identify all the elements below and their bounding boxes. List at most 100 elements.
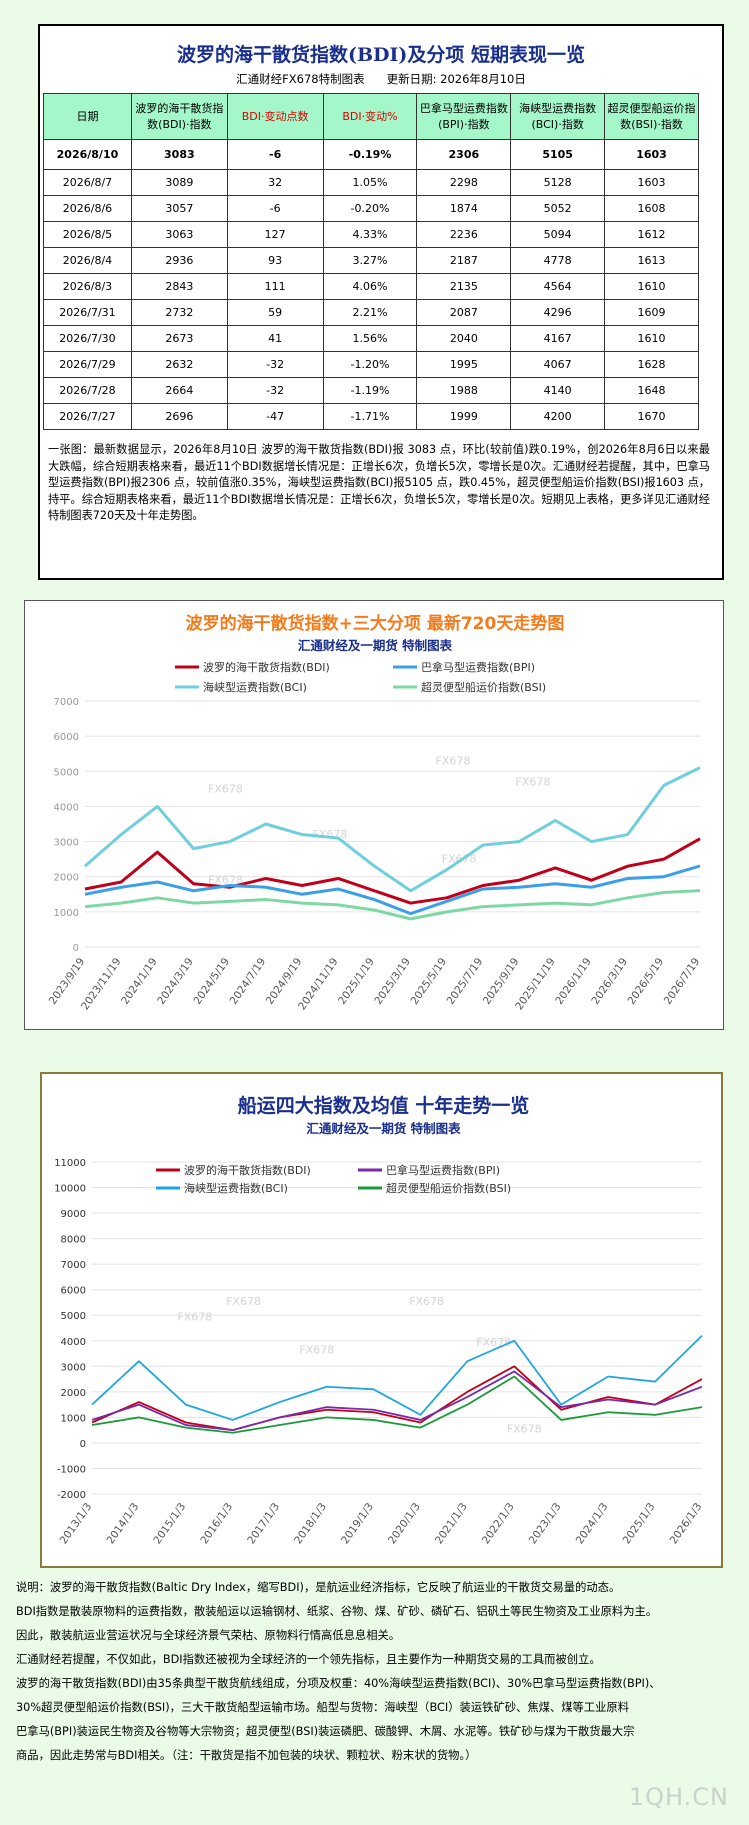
table-row: 2026/7/29 2632 -32 -1.20% 1995 4067 1628 [43, 351, 699, 378]
table-cell: 2026/8/5 [43, 221, 132, 248]
table-cell: 2673 [130, 325, 228, 352]
table-cell: 1874 [416, 195, 512, 222]
series-line [84, 889, 701, 921]
y-tick-label: 9000 [61, 1209, 86, 1220]
table-cell: 2026/8/10 [43, 139, 132, 170]
y-tick-label: 2000 [54, 873, 79, 884]
table-cell: 32 [226, 169, 324, 196]
x-tick-label: 2025/9/19 [481, 956, 522, 1007]
x-tick-label: 2018/1/3 [292, 1501, 329, 1547]
table-cell: 93 [226, 247, 324, 274]
table-cell: 2040 [416, 325, 512, 352]
chart-watermark: FX678 [299, 1344, 334, 1357]
x-tick-label: 2024/7/19 [228, 956, 269, 1007]
table-row: 2026/7/31 2732 59 2.21% 2087 4296 1609 [43, 299, 699, 326]
table-cell: 2026/7/27 [43, 403, 132, 430]
table-cell: -6 [226, 139, 324, 170]
table-cell: 4200 [510, 403, 606, 430]
legend-label: 海峡型运费指数(BCI) [184, 1181, 288, 1195]
x-tick-label: 2024/1/19 [119, 956, 160, 1007]
table-cell: 4564 [510, 273, 606, 300]
table-cell: 4.33% [322, 221, 418, 248]
footer-line: 波罗的海干散货指数(BDI)由35条典型干散货航线组成，分项及权重：40%海峡型… [16, 1677, 661, 1690]
footer-line: 30%超灵便型船运价指数(BSI)，三大干散货船型运输市场。船型与货物：海峡型（… [16, 1701, 630, 1714]
legend-label: 波罗的海干散货指数(BDI) [203, 660, 330, 674]
table-update-date: 更新日期: 2026年8月10日 [386, 72, 526, 86]
chart-subtitle: 汇通财经及一期货 特制图表 [306, 1121, 461, 1136]
table-title: 波罗的海干散货指数(BDI)及分项 短期表现一览 [176, 44, 586, 66]
x-tick-label: 2023/1/3 [527, 1501, 564, 1547]
table-cell: 2026/8/7 [43, 169, 132, 196]
table-cell: 1610 [604, 325, 699, 352]
chart-watermark: FX678 [208, 782, 243, 795]
table-cell: -32 [226, 377, 324, 404]
x-tick-label: 2015/1/3 [151, 1501, 188, 1547]
series-line [91, 1375, 703, 1434]
table-row: 2026/7/28 2664 -32 -1.19% 1988 4140 1648 [43, 377, 699, 404]
table-note: 一张图：最新数据显示，2026年8月10日 波罗的海干散货指数(BDI)报 30… [48, 443, 710, 522]
series-line [91, 1365, 703, 1432]
table-cell: 1.05% [322, 169, 418, 196]
y-tick-label: 6000 [54, 732, 79, 743]
chart-subtitle: 汇通财经及一期货 特制图表 [298, 638, 453, 653]
table-cell: 2664 [130, 377, 228, 404]
table-cell: 2187 [416, 247, 512, 274]
series-line [91, 1370, 703, 1432]
table-cell: -1.71% [322, 403, 418, 430]
chart-10y-panel: 船运四大指数及均值 十年走势一览 汇通财经及一期货 特制图表 -2000 -1000 0… [40, 1072, 723, 1568]
table-cell: 1603 [604, 139, 699, 170]
y-tick-label: 4000 [54, 802, 79, 813]
table-cell: -32 [226, 351, 324, 378]
table-cell: 2026/8/6 [43, 195, 132, 222]
chart-title: 船运四大指数及均值 十年走势一览 [238, 1094, 530, 1117]
table-cell: 59 [226, 299, 324, 326]
table-row: 2026/8/5 3063 127 4.33% 2236 5094 1612 [43, 221, 699, 248]
table-cell: 2696 [130, 403, 228, 430]
table-cell: 1609 [604, 299, 699, 326]
table-cell: 1613 [604, 247, 699, 274]
table-cell: 41 [226, 325, 324, 352]
table-cell: 2632 [130, 351, 228, 378]
table-cell: 2.21% [322, 299, 418, 326]
table-cell: 2936 [130, 247, 228, 274]
chart-watermark: FX678 [516, 775, 551, 788]
y-tick-label: 5000 [54, 767, 79, 778]
x-tick-label: 2023/9/19 [47, 956, 88, 1007]
table-subtitle: 汇通财经FX678特制图表 更新日期: 2026年8月10日 [40, 71, 722, 87]
table-cell: 5094 [510, 221, 606, 248]
x-tick-label: 2026/1/3 [668, 1501, 705, 1547]
header-bdi-pct: BDI·变动% [322, 93, 418, 140]
table-cell: 4067 [510, 351, 606, 378]
footer-line: 说明：波罗的海干散货指数(Baltic Dry Index，缩写BDI)，是航运… [16, 1581, 621, 1594]
legend-label: 波罗的海干散货指数(BDI) [184, 1163, 311, 1177]
table-cell: 1648 [604, 377, 699, 404]
chart-watermark: FX678 [313, 828, 348, 841]
header-date: 日期 [43, 93, 132, 140]
table-cell: 2026/7/31 [43, 299, 132, 326]
table-cell: 3083 [130, 139, 228, 170]
y-tick-label: 0 [73, 943, 79, 954]
table-cell: 1608 [604, 195, 699, 222]
table-cell: -1.20% [322, 351, 418, 378]
header-bsi: 超灵便型船运价指数(BSI)·指数 [604, 93, 699, 140]
table-row: 2026/8/6 3057 -6 -0.20% 1874 5052 1608 [43, 195, 699, 222]
legend-label: 超灵便型船运价指数(BSI) [421, 680, 546, 694]
table-row: 2026/7/27 2696 -47 -1.71% 1999 4200 1670 [43, 403, 699, 430]
table-cell: 3057 [130, 195, 228, 222]
chart-720-panel: 波罗的海干散货指数+三大分项 最新720天走势图 汇通财经及一期货 特制图表 0 10… [24, 600, 724, 1030]
y-tick-label: 10000 [54, 1184, 86, 1195]
header-bdi-change: BDI·变动点数 [226, 93, 324, 140]
table-cell: 2026/7/29 [43, 351, 132, 378]
table-cell: 1995 [416, 351, 512, 378]
x-tick-label: 2016/1/3 [198, 1501, 235, 1547]
series-line [91, 1335, 703, 1421]
x-tick-label: 2013/1/3 [58, 1501, 95, 1547]
table-cell: 4167 [510, 325, 606, 352]
table-cell: -1.19% [322, 377, 418, 404]
y-tick-label: -2000 [57, 1490, 86, 1501]
header-bci: 海峡型运费指数(BCI)·指数 [510, 93, 606, 140]
table-cell: 2026/7/28 [43, 377, 132, 404]
table-row: 2026/7/30 2673 41 1.56% 2040 4167 1610 [43, 325, 699, 352]
y-tick-label: 1000 [54, 908, 79, 919]
